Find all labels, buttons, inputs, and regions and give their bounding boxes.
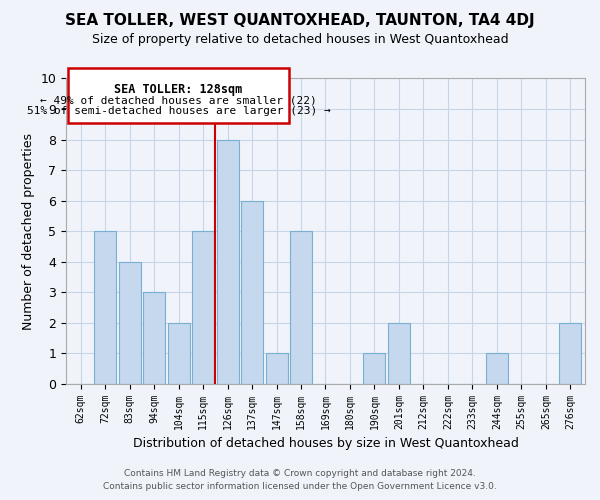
Text: Size of property relative to detached houses in West Quantoxhead: Size of property relative to detached ho… — [92, 32, 508, 46]
Text: SEA TOLLER: 128sqm: SEA TOLLER: 128sqm — [115, 83, 243, 96]
Bar — [266, 353, 287, 384]
Bar — [217, 140, 239, 384]
Text: Contains HM Land Registry data © Crown copyright and database right 2024.
Contai: Contains HM Land Registry data © Crown c… — [103, 470, 497, 491]
Bar — [364, 353, 385, 384]
Bar — [290, 231, 312, 384]
Text: ← 49% of detached houses are smaller (22): ← 49% of detached houses are smaller (22… — [40, 96, 317, 106]
Bar — [143, 292, 165, 384]
Bar — [94, 231, 116, 384]
Text: SEA TOLLER, WEST QUANTOXHEAD, TAUNTON, TA4 4DJ: SEA TOLLER, WEST QUANTOXHEAD, TAUNTON, T… — [65, 12, 535, 28]
Bar — [167, 322, 190, 384]
Bar — [241, 200, 263, 384]
Bar — [119, 262, 140, 384]
Y-axis label: Number of detached properties: Number of detached properties — [22, 132, 35, 330]
Bar — [388, 322, 410, 384]
Bar — [559, 322, 581, 384]
X-axis label: Distribution of detached houses by size in West Quantoxhead: Distribution of detached houses by size … — [133, 437, 518, 450]
Text: 51% of semi-detached houses are larger (23) →: 51% of semi-detached houses are larger (… — [27, 106, 331, 116]
Bar — [68, 68, 289, 122]
Bar — [486, 353, 508, 384]
Bar — [192, 231, 214, 384]
